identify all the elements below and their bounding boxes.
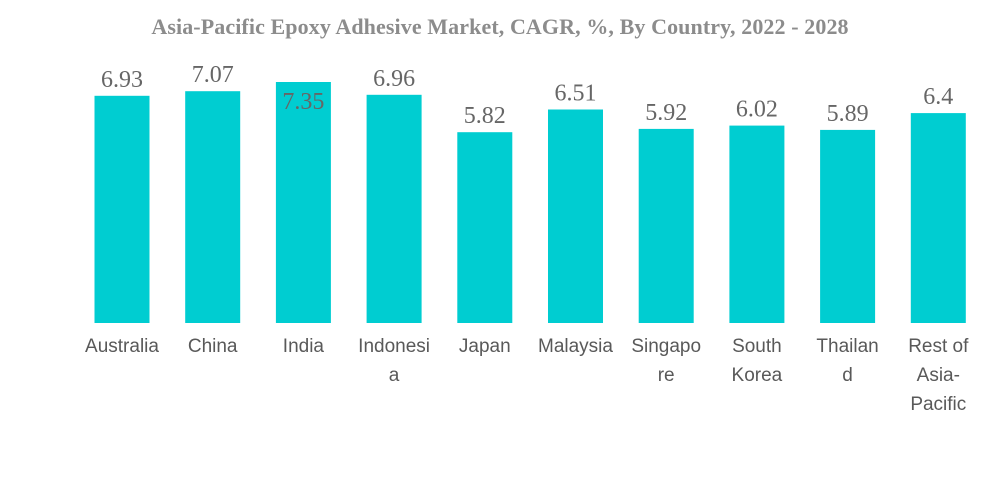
data-label: 7.07 bbox=[192, 62, 234, 88]
bar-japan bbox=[457, 132, 513, 323]
chart-title: Asia-Pacific Epoxy Adhesive Market, CAGR… bbox=[151, 14, 849, 39]
bar-south-korea bbox=[729, 125, 785, 323]
bar-thailand bbox=[820, 129, 876, 323]
bar-australia bbox=[94, 95, 150, 323]
data-label: 6.96 bbox=[373, 66, 415, 92]
data-label: 5.89 bbox=[827, 101, 869, 127]
x-tick-label: Australia bbox=[85, 336, 159, 357]
x-tick-label: Indonesi a bbox=[358, 336, 430, 386]
x-tick-label: Japan bbox=[459, 336, 511, 357]
x-tick-label: Malaysia bbox=[538, 336, 613, 357]
bar-singapore bbox=[638, 128, 694, 323]
data-label: 5.82 bbox=[464, 103, 506, 129]
x-tick-label: Thailan d bbox=[816, 336, 878, 386]
bar-malaysia bbox=[548, 109, 603, 323]
bar-china bbox=[185, 91, 241, 323]
data-label: 6.02 bbox=[736, 97, 778, 123]
bar-india bbox=[275, 82, 331, 323]
x-tick-label: China bbox=[188, 336, 238, 357]
x-tick-label: India bbox=[283, 336, 325, 357]
data-label: 7.35 bbox=[282, 89, 324, 115]
data-label: 6.4 bbox=[923, 84, 953, 110]
x-tick-label: Singapo re bbox=[631, 336, 701, 386]
data-label: 6.93 bbox=[101, 67, 143, 93]
data-label: 5.92 bbox=[645, 100, 687, 126]
x-tick-label: Rest of Asia-Pacific bbox=[908, 336, 969, 415]
data-label: 6.51 bbox=[555, 81, 597, 107]
bar-indonesia bbox=[366, 94, 422, 323]
bar-rest-of-asia-pacific bbox=[910, 113, 966, 323]
x-tick-label: South Korea bbox=[732, 336, 783, 386]
